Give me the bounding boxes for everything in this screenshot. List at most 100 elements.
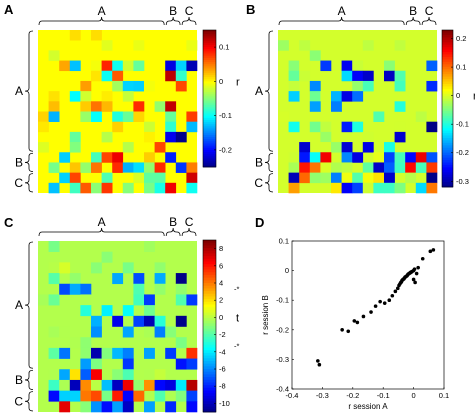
- heatmap-cell: [278, 111, 289, 122]
- colorbar-segment: [442, 69, 453, 73]
- heatmap-cell: [154, 142, 166, 153]
- heatmap-cell: [80, 182, 92, 194]
- colorbar-segment: [203, 55, 216, 59]
- colorbar-frame: [441, 29, 454, 188]
- scatter-point: [378, 299, 382, 304]
- colorbar-segment: [203, 258, 216, 262]
- colorbar-tick-label: -0.2: [456, 148, 469, 157]
- heatmap-cell: [299, 172, 311, 184]
- heatmap-cell: [80, 111, 92, 122]
- heatmap-cell: [426, 152, 438, 163]
- heatmap-cell: [144, 241, 155, 252]
- heatmap-cell: [165, 379, 177, 391]
- significance-mark: -*: [234, 341, 239, 350]
- heatmap-cell: [341, 121, 353, 133]
- left-bracket: [24, 391, 34, 412]
- colorbar-segment: [203, 51, 216, 54]
- colorbar-segment: [203, 30, 216, 33]
- heatmap-cell: [362, 162, 374, 173]
- colorbar-segment: [203, 355, 216, 359]
- colorbar-segment: [442, 118, 453, 122]
- colorbar-segment: [203, 403, 216, 408]
- heatmap-cell: [299, 60, 311, 72]
- x-tick-label: -0.1: [377, 391, 390, 400]
- colorbar-segment: [203, 38, 216, 42]
- heatmap-cell: [48, 182, 60, 194]
- heatmap-cell: [133, 162, 145, 173]
- heatmap-cell: [362, 40, 374, 51]
- heatmap-cell: [384, 182, 395, 194]
- heatmap-cell: [175, 131, 187, 143]
- colorbar-a: 0.1 0 -0.1 -0.2 r: [202, 29, 240, 168]
- colorbar-segment: [203, 301, 216, 305]
- colorbar-segment: [203, 70, 216, 74]
- left-group-label: B: [15, 373, 23, 387]
- colorbar-segment: [203, 102, 216, 106]
- colorbar-segment: [203, 149, 216, 153]
- heatmap-cell: [112, 162, 124, 173]
- heatmap-cell: [426, 60, 438, 72]
- heatmap-cell: [405, 172, 417, 184]
- scatter-point: [387, 298, 392, 303]
- colorbar-segment: [442, 135, 453, 139]
- heatmap-cell: [122, 142, 134, 153]
- colorbar-tick-label: -10: [219, 399, 230, 408]
- colorbar-segment: [203, 117, 216, 121]
- colorbar-segment: [442, 59, 453, 63]
- colorbar-tick-label: 8: [219, 244, 223, 253]
- heatmap-cell: [101, 91, 113, 102]
- heatmap-cell: [186, 182, 198, 194]
- heatmap-cell: [91, 162, 102, 173]
- colorbar-segment: [442, 115, 453, 119]
- colorbar-tick-label: 6: [219, 261, 223, 270]
- heatmap-cell: [48, 294, 60, 306]
- heatmap-cell: [122, 347, 134, 359]
- heatmap-cell: [91, 315, 102, 327]
- colorbar-segment: [203, 128, 216, 132]
- colorbar-segment: [442, 147, 453, 151]
- heatmap-cell: [69, 337, 81, 349]
- heatmap-cell: [384, 162, 395, 173]
- heatmap-cell: [91, 369, 102, 381]
- heatmap-cell: [288, 91, 300, 102]
- colorbar-segment: [203, 32, 216, 35]
- heatmap-cell: [144, 305, 155, 317]
- heatmap-cell: [69, 273, 81, 285]
- top-bracket: [38, 16, 165, 26]
- colorbar-segment: [203, 98, 216, 102]
- heatmap-cell: [405, 152, 417, 163]
- heatmap-cell: [101, 172, 113, 184]
- colorbar-segment: [203, 59, 216, 63]
- x-tick-label: -0.4: [286, 391, 299, 400]
- heatmap-cell: [341, 182, 353, 194]
- colorbar-segment: [203, 248, 216, 252]
- colorbar-segment: [203, 331, 216, 335]
- colorbar-tick-label: 0.1: [456, 63, 466, 72]
- heatmap-cell: [101, 379, 113, 391]
- colorbar-tick-label: 4: [219, 279, 223, 288]
- heatmap-cell: [69, 369, 81, 381]
- heatmap-cell: [59, 326, 71, 338]
- colorbar-segment: [203, 40, 216, 44]
- heatmap-cell: [415, 111, 427, 122]
- colorbar-segment: [203, 124, 216, 127]
- heatmap-cell: [309, 172, 321, 184]
- heatmap-cell: [320, 162, 332, 173]
- colorbar-segment: [203, 156, 216, 159]
- colorbar-segment: [442, 34, 453, 38]
- colorbar-segment: [442, 56, 453, 60]
- heatmap-cell: [133, 111, 145, 122]
- colorbar-segment: [442, 30, 453, 33]
- heatmap-cell: [186, 121, 198, 133]
- top-group-label: A: [98, 4, 106, 18]
- heatmap-cell: [154, 369, 166, 381]
- heatmap-cell: [352, 121, 364, 133]
- colorbar-segment: [203, 293, 216, 297]
- heatmap-cell: [133, 283, 145, 295]
- colorbar-segment: [442, 103, 453, 107]
- colorbar-segment: [203, 92, 216, 95]
- heatmap-cell: [48, 262, 60, 274]
- heatmap-cell: [362, 131, 374, 143]
- scatter-point: [416, 265, 420, 270]
